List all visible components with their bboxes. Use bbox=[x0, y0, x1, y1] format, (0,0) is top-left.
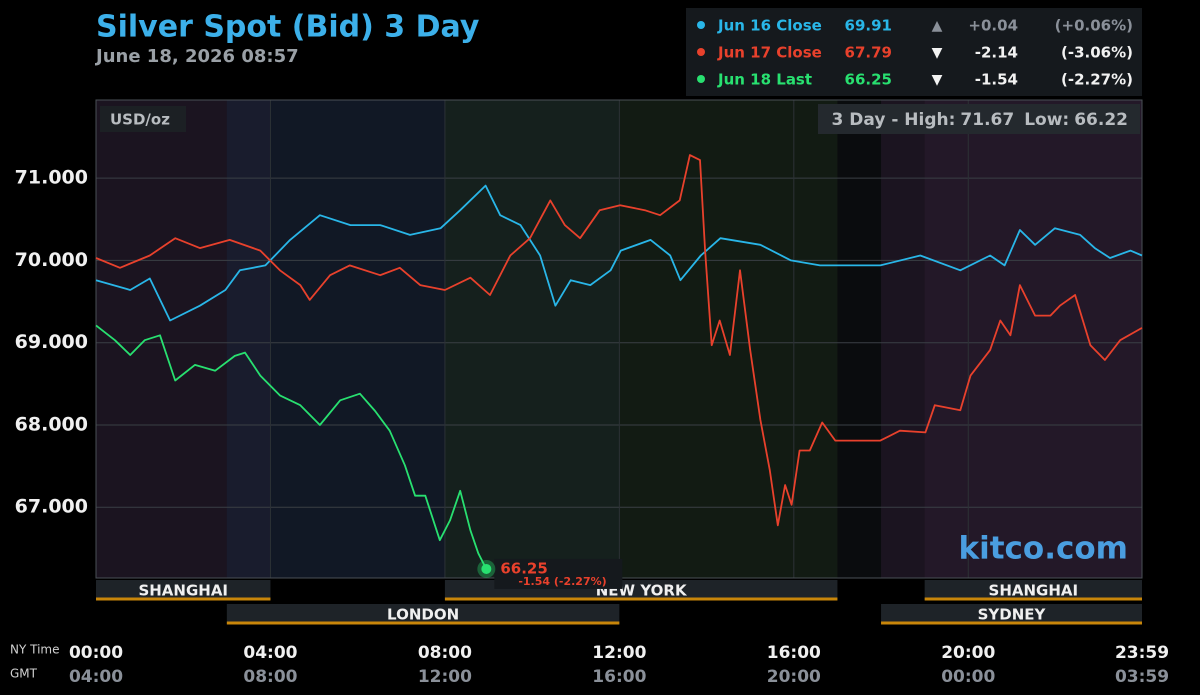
chart-subtitle: June 18, 2026 08:57 bbox=[94, 46, 299, 67]
session-tint bbox=[881, 100, 1142, 578]
last-point bbox=[481, 563, 492, 574]
y-tick-label: 70.000 bbox=[15, 249, 88, 271]
legend-label: Jun 18 Last bbox=[717, 71, 812, 89]
legend-close: 66.25 bbox=[845, 71, 892, 89]
chart-title: Silver Spot (Bid) 3 Day bbox=[96, 10, 480, 45]
legend-marker bbox=[697, 75, 705, 83]
x2-tick-label: 08:00 bbox=[243, 667, 297, 687]
session-bar bbox=[924, 580, 1142, 600]
session-bar bbox=[881, 604, 1142, 624]
x2-tick-label: 04:00 bbox=[69, 667, 123, 687]
stats-text: 3 Day - High: 71.67 Low: 66.22 bbox=[832, 110, 1128, 130]
session-bar bbox=[226, 604, 620, 624]
legend-close: 67.79 bbox=[845, 44, 892, 62]
x2-axis-label: GMT bbox=[10, 667, 38, 681]
session-label: SYDNEY bbox=[978, 606, 1047, 624]
unit-label: USD/oz bbox=[110, 111, 170, 129]
legend-change: +0.04 bbox=[968, 17, 1018, 35]
session-label: LONDON bbox=[387, 606, 459, 624]
x2-tick-label: 12:00 bbox=[418, 667, 472, 687]
session-label: SHANGHAI bbox=[989, 582, 1079, 600]
series-line bbox=[95, 324, 488, 570]
plot-layer: 67.000 68.000 69.000 70.000 71.000 00:00 04:00… bbox=[10, 99, 1169, 687]
last-value-label: 66.25 bbox=[500, 559, 547, 577]
last-change-label: -1.54 (-2.27%) bbox=[518, 575, 606, 588]
stats-box bbox=[818, 104, 1140, 134]
x-tick-label: 08:00 bbox=[418, 643, 472, 663]
x2-tick-label: 00:00 bbox=[941, 667, 995, 687]
y-tick-label: 69.000 bbox=[15, 331, 88, 353]
legend-change-pct: (-3.06%) bbox=[1061, 44, 1133, 62]
y-tick-label: 68.000 bbox=[15, 413, 88, 435]
x-tick-label: 16:00 bbox=[767, 643, 821, 663]
x-axis-label: NY Time bbox=[10, 643, 60, 657]
legend-arrow: ▲ bbox=[932, 18, 943, 34]
legend-close: 69.91 bbox=[845, 17, 892, 35]
x2-tick-label: 03:59 bbox=[1115, 667, 1169, 687]
x-tick-label: 20:00 bbox=[941, 643, 995, 663]
x-tick-label: 12:00 bbox=[592, 643, 646, 663]
legend-arrow: ▼ bbox=[932, 45, 943, 61]
y-tick-label: 71.000 bbox=[15, 167, 88, 189]
session-label: SHANGHAI bbox=[138, 582, 228, 600]
y-tick-label: 67.000 bbox=[15, 496, 88, 518]
legend-change-pct: (-2.27%) bbox=[1061, 71, 1133, 89]
stats-part: 66.22 bbox=[1074, 110, 1128, 130]
x-tick-label: 00:00 bbox=[69, 643, 123, 663]
legend-change: -1.54 bbox=[975, 71, 1018, 89]
watermark: kitco.com bbox=[959, 531, 1129, 567]
series-line bbox=[95, 154, 1143, 527]
unit-box bbox=[100, 106, 186, 132]
stats-part: 71.67 bbox=[960, 110, 1014, 130]
x-tick-label: 04:00 bbox=[243, 643, 297, 663]
legend-marker bbox=[697, 21, 705, 29]
legend-box bbox=[686, 8, 1142, 96]
session-tint bbox=[444, 100, 838, 578]
last-annotation-box bbox=[494, 558, 623, 589]
series-line bbox=[95, 184, 1143, 322]
stats-part: Low: bbox=[1024, 110, 1069, 130]
x2-tick-label: 16:00 bbox=[592, 667, 646, 687]
x-tick-label: 23:59 bbox=[1115, 643, 1169, 663]
legend-change: -2.14 bbox=[975, 44, 1018, 62]
legend-label: Jun 16 Close bbox=[717, 17, 822, 35]
session-bar bbox=[96, 580, 271, 600]
legend-label: Jun 17 Close bbox=[717, 44, 822, 62]
x2-tick-label: 20:00 bbox=[767, 667, 821, 687]
legend-arrow: ▼ bbox=[932, 72, 943, 88]
legend-marker bbox=[697, 48, 705, 56]
legend-change-pct: (+0.06%) bbox=[1055, 17, 1133, 35]
stats-part: 3 Day - High: bbox=[832, 110, 956, 130]
